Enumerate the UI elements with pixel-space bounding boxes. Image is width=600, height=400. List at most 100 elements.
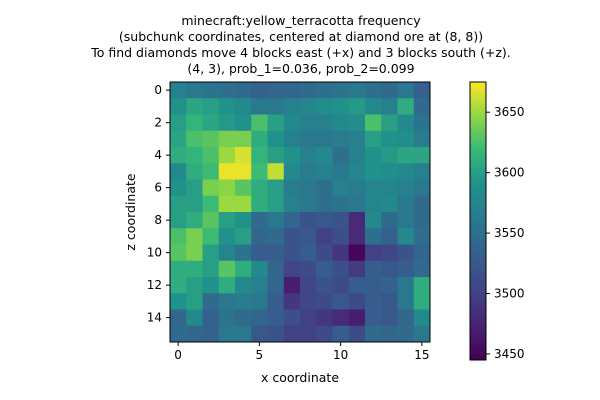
heatmap-cell (202, 309, 220, 327)
heatmap-cell (202, 212, 220, 229)
x-tick-label: 5 (256, 348, 264, 362)
heatmap-cell (251, 325, 268, 343)
heatmap-cell (267, 130, 285, 148)
heatmap-cell (251, 114, 268, 132)
heatmap-cell (316, 114, 333, 132)
heatmap-cell (170, 98, 187, 115)
heatmap-cell (316, 212, 333, 229)
heatmap-cell (332, 114, 350, 132)
heatmap-cell (365, 212, 382, 229)
heatmap-cell (170, 114, 187, 132)
heatmap-cell (202, 82, 220, 99)
heatmap-cell (365, 260, 382, 278)
heatmap-cell (332, 244, 350, 262)
heatmap-cell (381, 325, 398, 343)
heatmap-cell (235, 179, 252, 197)
heatmap-cell (381, 309, 398, 327)
heatmap-cell (348, 244, 366, 262)
heatmap-cell (186, 228, 203, 245)
heatmap-cell (267, 82, 285, 99)
heatmap-cell (381, 212, 398, 229)
heatmap-cell (235, 244, 252, 262)
heatmap-cell (235, 114, 252, 132)
heatmap-cell (218, 325, 236, 343)
heatmap-cell (332, 212, 350, 229)
heatmap-cell (332, 163, 350, 180)
heatmap-cell (267, 228, 285, 245)
heatmap-cell (332, 195, 350, 213)
heatmap-cell (218, 82, 236, 99)
heatmap-cell (365, 309, 382, 327)
heatmap-cell (202, 130, 220, 148)
heatmap-cell (267, 195, 285, 213)
heatmap-cell (332, 228, 350, 245)
heatmap-cell (397, 212, 415, 229)
heatmap-cell (267, 114, 285, 132)
heatmap-cell (283, 114, 301, 132)
heatmap-cell (235, 82, 252, 99)
heatmap-cell (235, 195, 252, 213)
heatmap-cell (283, 163, 301, 180)
colorbar (469, 81, 487, 361)
heatmap-cell (186, 195, 203, 213)
heatmap-cell (348, 98, 366, 115)
heatmap-cell (381, 82, 398, 99)
heatmap-cell (251, 98, 268, 115)
heatmap-cell (381, 163, 398, 180)
heatmap-cell (381, 195, 398, 213)
heatmap-cell (397, 195, 415, 213)
heatmap-cell (397, 147, 415, 164)
heatmap-cell (267, 212, 285, 229)
heatmap-cell (300, 82, 317, 99)
heatmap-cell (348, 163, 366, 180)
heatmap-cell (365, 244, 382, 262)
heatmap-cell (300, 325, 317, 343)
heatmap-cell (365, 228, 382, 245)
y-tick-label: 12 (147, 278, 162, 292)
y-tick-label: 6 (154, 181, 162, 195)
heatmap-cell (267, 98, 285, 115)
heatmap-cell (365, 277, 382, 294)
heatmap-cell (170, 212, 187, 229)
heatmap-cell (202, 98, 220, 115)
heatmap-cell (381, 114, 398, 132)
heatmap-cell (316, 82, 333, 99)
y-tick-label: 0 (154, 83, 162, 97)
heatmap-cell (381, 260, 398, 278)
heatmap-cell (235, 98, 252, 115)
heatmap-cell (186, 163, 203, 180)
title-line-4: (4, 3), prob_1=0.036, prob_2=0.099 (187, 61, 414, 76)
heatmap-cell (348, 147, 366, 164)
heatmap-cell (332, 260, 350, 278)
heatmap-cell (348, 228, 366, 245)
y-tick-label: 8 (154, 213, 162, 227)
heatmap-cell (397, 228, 415, 245)
heatmap-cell (170, 82, 187, 99)
heatmap-cell (283, 260, 301, 278)
heatmap-cell (365, 82, 382, 99)
heatmap-cell (267, 293, 285, 310)
heatmap-cell (348, 130, 366, 148)
heatmap-cell (316, 147, 333, 164)
heatmap-cell (365, 179, 382, 197)
heatmap-cell (332, 130, 350, 148)
colorbar-ticks: 3450 3500 3550 3600 3650 (486, 105, 525, 361)
y-axis-label: z coordinate (123, 173, 138, 251)
heatmap-cell (316, 260, 333, 278)
heatmap-cell (413, 82, 431, 99)
heatmap-cell (186, 130, 203, 148)
heatmap-cell (235, 277, 252, 294)
heatmap-cell (381, 228, 398, 245)
heatmap-cell (316, 195, 333, 213)
heatmap-cell (202, 244, 220, 262)
heatmap-cell (218, 277, 236, 294)
heatmap-cell (332, 147, 350, 164)
heatmap-cell (397, 163, 415, 180)
heatmap-cell (365, 147, 382, 164)
heatmap-cell (413, 163, 431, 180)
heatmap-cell (365, 325, 382, 343)
heatmap-cell (365, 114, 382, 132)
heatmap-cell (235, 163, 252, 180)
heatmap-cell (186, 260, 203, 278)
heatmap-cell (381, 244, 398, 262)
